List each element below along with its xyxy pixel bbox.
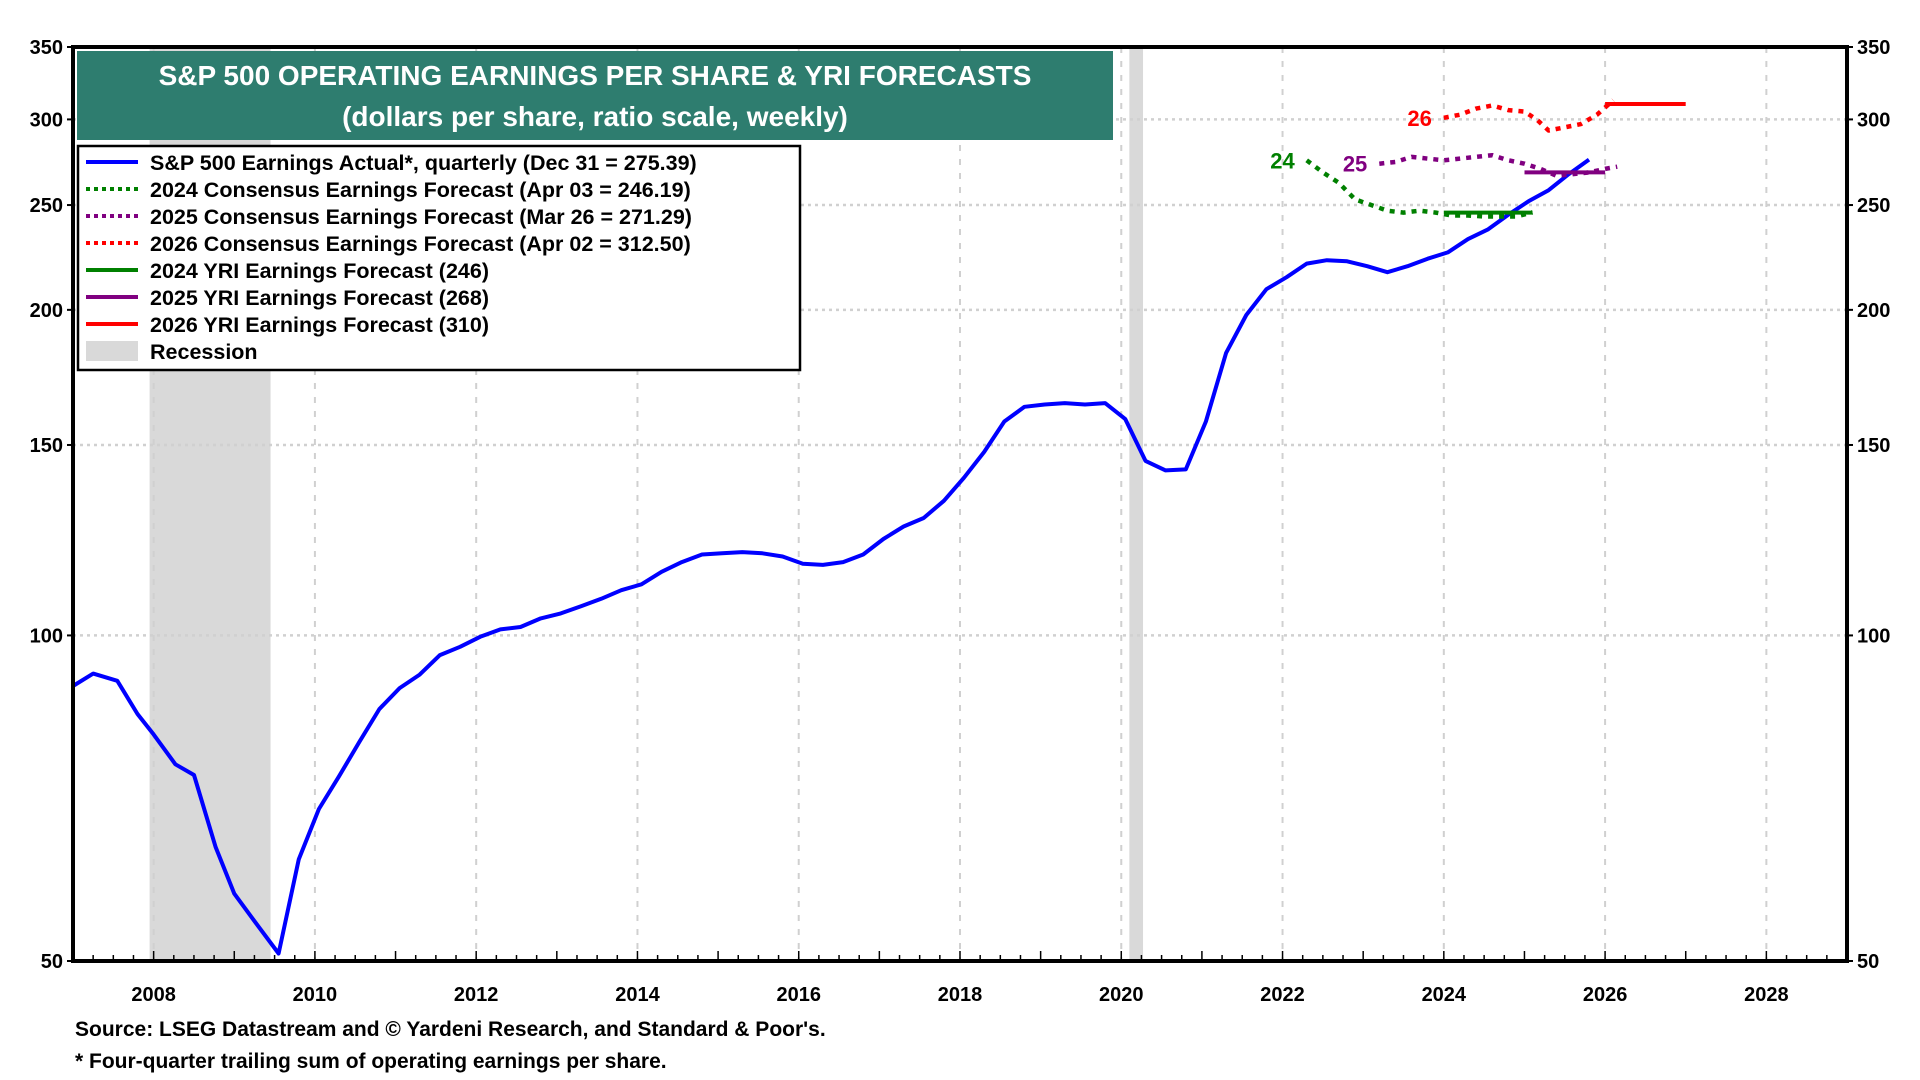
legend-entry: 2025 YRI Earnings Forecast (268) <box>150 286 489 310</box>
axes: 50 50 100 100 150 150 200 200 250 250 300 300 350 350… <box>30 37 1891 1006</box>
legend-entry: 2026 YRI Earnings Forecast (310) <box>150 313 489 337</box>
y-tick-label-left: 150 <box>30 435 63 457</box>
series-label: 26 <box>1407 106 1431 131</box>
y-tick-label-right: 150 <box>1857 435 1890 457</box>
title-box: S&P 500 OPERATING EARNINGS PER SHARE & Y… <box>77 51 1113 140</box>
legend-entry: Recession <box>150 340 258 364</box>
recession-band <box>1129 47 1144 961</box>
source-note: Source: LSEG Datastream and © Yardeni Re… <box>75 1018 826 1041</box>
x-tick-label: 2022 <box>1260 984 1305 1006</box>
x-tick-label: 2008 <box>131 984 176 1006</box>
x-tick-label: 2016 <box>776 984 821 1006</box>
series-line-1 <box>1305 158 1534 219</box>
legend: S&P 500 Earnings Actual*, quarterly (Dec… <box>76 144 802 372</box>
footnote: * Four-quarter trailing sum of operating… <box>75 1050 667 1073</box>
series-lines <box>71 98 1686 956</box>
series-line-0 <box>71 157 1591 956</box>
x-tick-label: 2024 <box>1422 984 1467 1006</box>
y-tick-label-left: 200 <box>30 300 63 322</box>
legend-entry: 2025 Consensus Earnings Forecast (Mar 26… <box>150 205 692 229</box>
series-labels: 24 25 26 <box>1270 106 1432 177</box>
legend-entry: 2024 Consensus Earnings Forecast (Apr 03… <box>150 178 691 202</box>
chart-title: S&P 500 OPERATING EARNINGS PER SHARE & Y… <box>159 60 1032 91</box>
y-tick-label-left: 250 <box>30 195 63 217</box>
legend-swatch-recession <box>86 341 138 361</box>
x-tick-label: 2026 <box>1583 984 1628 1006</box>
legend-entry: 2026 Consensus Earnings Forecast (Apr 02… <box>150 232 691 256</box>
chart-subtitle: (dollars per share, ratio scale, weekly) <box>342 101 848 132</box>
y-tick-label-right: 100 <box>1857 625 1890 647</box>
series-line-2 <box>1379 152 1618 179</box>
series-line-3 <box>1443 98 1615 133</box>
y-tick-label-right: 300 <box>1857 109 1890 131</box>
x-tick-label: 2028 <box>1744 984 1789 1006</box>
series-label: 25 <box>1343 152 1367 177</box>
y-tick-label-right: 350 <box>1857 37 1890 59</box>
x-tick-label: 2010 <box>293 984 338 1006</box>
y-tick-label-left: 50 <box>41 951 63 973</box>
plot-frame <box>71 45 1849 963</box>
x-tick-label: 2014 <box>615 984 660 1006</box>
x-tick-label: 2012 <box>454 984 499 1006</box>
y-tick-label-right: 200 <box>1857 300 1890 322</box>
y-tick-label-left: 350 <box>30 37 63 59</box>
y-tick-label-right: 50 <box>1857 951 1879 973</box>
legend-entry: 2024 YRI Earnings Forecast (246) <box>150 259 489 283</box>
x-tick-label: 2018 <box>938 984 983 1006</box>
series-label: 24 <box>1270 148 1295 173</box>
y-tick-label-left: 100 <box>30 625 63 647</box>
x-tick-label: 2020 <box>1099 984 1144 1006</box>
legend-entry: S&P 500 Earnings Actual*, quarterly (Dec… <box>150 151 697 175</box>
y-tick-label-left: 300 <box>30 109 63 131</box>
y-tick-label-right: 250 <box>1857 195 1890 217</box>
